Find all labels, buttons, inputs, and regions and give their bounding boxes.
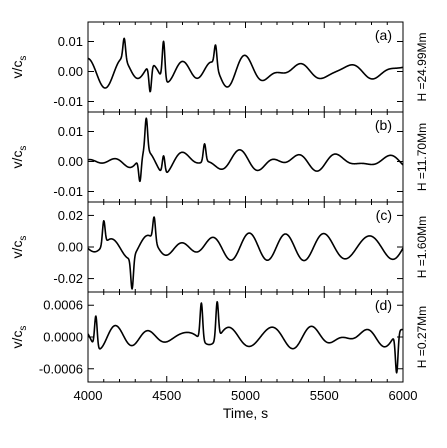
- series-line-1: [88, 37, 403, 93]
- y-axis-title-subscript: s: [18, 236, 29, 241]
- y-tick-label: 0.0006: [43, 298, 83, 313]
- panel-3: -0.02 0.00 0.02 (c) H =1.60Mm v/cs: [9, 201, 429, 293]
- y-tick-label: 0.00: [58, 240, 83, 255]
- y-tick-label: 0.00: [58, 64, 83, 79]
- x-tick-label: 5000: [231, 388, 260, 403]
- y-tick-label: 0.0000: [43, 330, 83, 345]
- y-axis-title: v/cs: [9, 56, 29, 79]
- y-axis-title-subscript: s: [18, 56, 29, 61]
- y-axis-title: v/cs: [9, 326, 29, 349]
- height-label: H =1.60Mm: [415, 216, 429, 278]
- height-label: H =24.99Mm: [415, 32, 429, 101]
- y-axis-title-subscript: s: [18, 146, 29, 151]
- y-axis-title-main: v/c: [9, 241, 25, 259]
- x-tick-label: 4000: [74, 388, 103, 403]
- panel-2: -0.01 0.00 0.01 (b) H =11.70Mm v/cs: [9, 111, 429, 203]
- y-axis-title-main: v/c: [9, 61, 25, 79]
- y-axis-title-subscript: s: [18, 326, 29, 331]
- series-line-3: [88, 216, 403, 290]
- y-axis-title-main: v/c: [9, 151, 25, 169]
- series-line-4: [88, 301, 403, 374]
- y-tick-label: 0.02: [58, 208, 83, 223]
- y-tick-label: -0.01: [53, 94, 83, 109]
- panel-tag: (a): [375, 27, 392, 43]
- panel-4: -0.0006 0.0000 0.0006 (d) H =0.27Mm v/cs: [9, 291, 429, 383]
- y-tick-label: 0.01: [58, 124, 83, 139]
- x-axis-title: Time, s: [223, 405, 268, 421]
- y-tick-label: -0.01: [53, 184, 83, 199]
- y-axis-title: v/cs: [9, 236, 29, 259]
- series-line-2: [88, 117, 403, 183]
- plot-frame: [87, 21, 404, 113]
- y-tick-label: 0.01: [58, 34, 83, 49]
- y-tick-label: -0.02: [53, 271, 83, 286]
- plot-frame: [87, 111, 404, 203]
- y-axis-title-main: v/c: [9, 331, 25, 349]
- height-label: H =0.27Mm: [415, 306, 429, 368]
- x-tick-label: 6000: [389, 388, 418, 403]
- panel-tag: (b): [375, 117, 392, 133]
- plot-frame: [87, 201, 404, 293]
- panel-tag: (d): [375, 297, 392, 313]
- x-tick-label: 5500: [310, 388, 339, 403]
- panel-1: -0.01 0.00 0.01 (a) H =24.99Mm v/cs: [9, 21, 429, 113]
- y-tick-label: 0.00: [58, 154, 83, 169]
- height-label: H =11.70Mm: [415, 123, 429, 191]
- x-tick-label: 4500: [152, 388, 181, 403]
- y-axis-title: v/cs: [9, 146, 29, 169]
- y-tick-label: -0.0006: [39, 361, 83, 376]
- panel-tag: (c): [376, 207, 392, 223]
